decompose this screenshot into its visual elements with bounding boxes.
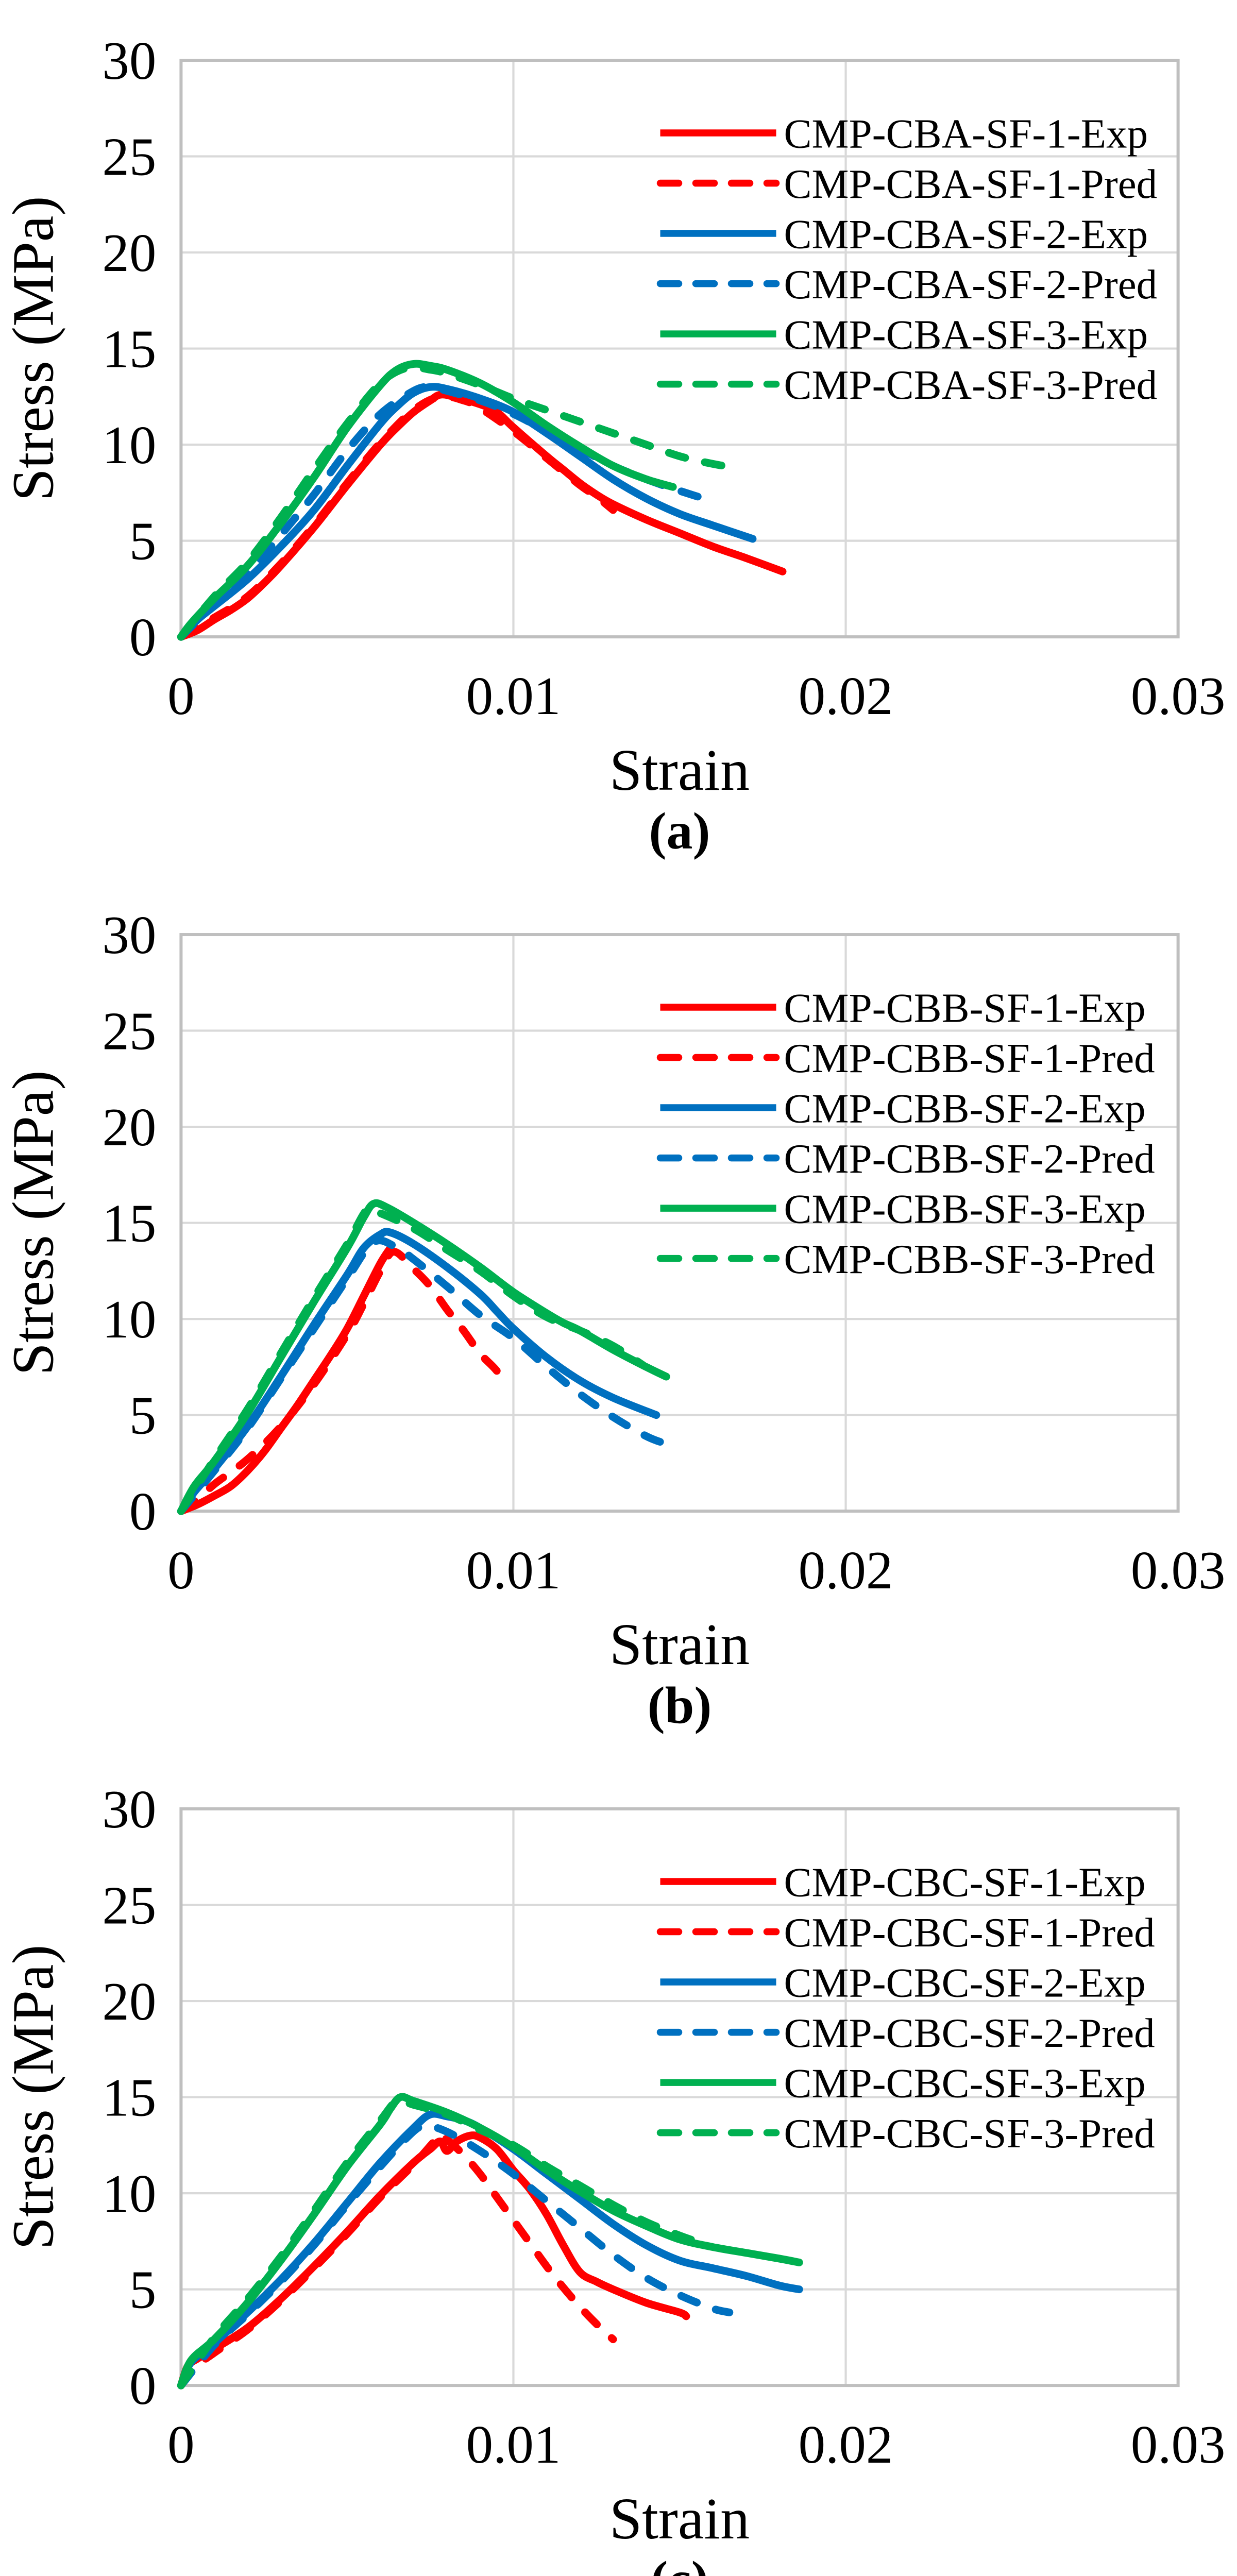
legend-label: CMP-CBA-SF-1-Pred bbox=[784, 161, 1158, 207]
series-line-CMP-CBB-SF-2-Pred bbox=[177, 1236, 670, 1515]
legend-label: CMP-CBA-SF-2-Exp bbox=[784, 211, 1148, 258]
y-tick-label: 25 bbox=[102, 1001, 156, 1061]
panel-caption: (c) bbox=[650, 2551, 708, 2576]
x-tick-label: 0.01 bbox=[466, 2414, 561, 2475]
legend-label: CMP-CBB-SF-2-Pred bbox=[784, 1136, 1155, 1182]
legend-label: CMP-CBB-SF-1-Exp bbox=[784, 985, 1146, 1031]
x-axis-title: Strain bbox=[609, 1612, 750, 1677]
x-tick-label: 0.01 bbox=[466, 666, 561, 726]
series-line-CMP-CBA-SF-3-Exp bbox=[177, 360, 677, 641]
x-tick-label: 0.02 bbox=[799, 1540, 893, 1600]
legend-label: CMP-CBA-SF-3-Exp bbox=[784, 312, 1148, 358]
y-tick-label: 15 bbox=[102, 1193, 156, 1253]
y-tick-label: 15 bbox=[102, 2067, 156, 2128]
plot-border bbox=[179, 933, 1180, 1513]
y-tick-label: 10 bbox=[102, 415, 156, 475]
series-line-CMP-CBC-SF-2-Pred bbox=[177, 2122, 734, 2389]
y-tick-label: 15 bbox=[102, 319, 156, 379]
legend-label: CMP-CBC-SF-2-Exp bbox=[784, 1960, 1146, 2006]
legend-label: CMP-CBA-SF-2-Pred bbox=[784, 261, 1158, 308]
legend-label: CMP-CBC-SF-2-Pred bbox=[784, 2010, 1155, 2056]
x-axis-title: Strain bbox=[609, 737, 750, 803]
y-axis-title: Stress (MPa) bbox=[0, 1071, 65, 1376]
chart-panel-b: 0 5 10 15 20 25 30 0 0.01 0.02 0.03 Strain Stress (M… bbox=[0, 874, 1237, 1749]
y-tick-label: 20 bbox=[102, 1097, 156, 1157]
series-line-CMP-CBA-SF-1-Pred bbox=[177, 392, 617, 641]
legend-label: CMP-CBA-SF-1-Exp bbox=[784, 111, 1148, 157]
y-tick-label: 25 bbox=[102, 1875, 156, 1936]
y-tick-label: 20 bbox=[102, 1971, 156, 2031]
x-tick-label: 0 bbox=[167, 2414, 194, 2475]
y-tick-label: 5 bbox=[129, 1385, 156, 1446]
legend-label: CMP-CBA-SF-3-Pred bbox=[784, 362, 1158, 408]
x-axis-title: Strain bbox=[609, 2486, 750, 2551]
series-line-CMP-CBB-SF-1-Pred bbox=[177, 1248, 511, 1515]
y-tick-label: 25 bbox=[102, 127, 156, 187]
y-tick-label: 0 bbox=[129, 1481, 156, 1541]
series-line-CMP-CBA-SF-3-Pred bbox=[177, 363, 740, 641]
x-tick-label: 0.03 bbox=[1131, 1540, 1226, 1600]
series-line-CMP-CBB-SF-3-Pred bbox=[177, 1204, 647, 1515]
legend-label: CMP-CBC-SF-3-Exp bbox=[784, 2060, 1146, 2107]
y-axis-title: Stress (MPa) bbox=[0, 1945, 65, 2250]
chart-panel-a: 0 5 10 15 20 25 30 0 0.01 0.02 0.03 Strain Stress (M… bbox=[0, 0, 1237, 874]
plot-border bbox=[179, 59, 1180, 639]
x-tick-label: 0.02 bbox=[799, 2414, 893, 2475]
x-tick-label: 0 bbox=[167, 1540, 194, 1600]
y-tick-label: 30 bbox=[102, 905, 156, 965]
y-axis-title: Stress (MPa) bbox=[0, 196, 65, 501]
panel-caption: (b) bbox=[648, 1676, 712, 1735]
chart-svg-a: 0 5 10 15 20 25 30 0 0.01 0.02 0.03 Strain Stress (M… bbox=[0, 30, 1226, 860]
legend-label: CMP-CBB-SF-1-Pred bbox=[784, 1035, 1155, 1081]
legend-label: CMP-CBC-SF-1-Exp bbox=[784, 1859, 1146, 1906]
y-tick-label: 0 bbox=[129, 607, 156, 667]
legend-label: CMP-CBC-SF-3-Pred bbox=[784, 2110, 1155, 2157]
x-tick-label: 0 bbox=[167, 666, 194, 726]
y-tick-label: 10 bbox=[102, 2163, 156, 2224]
y-tick-label: 5 bbox=[129, 2260, 156, 2320]
panel-caption: (a) bbox=[649, 802, 710, 860]
x-tick-label: 0.01 bbox=[466, 1540, 561, 1600]
x-tick-label: 0.03 bbox=[1131, 2414, 1226, 2475]
chart-svg-c: 0 5 10 15 20 25 30 0 0.01 0.02 0.03 Strain Stress (M… bbox=[0, 1779, 1226, 2576]
chart-panel-c: 0 5 10 15 20 25 30 0 0.01 0.02 0.03 Strain Stress (M… bbox=[0, 1749, 1237, 2576]
legend-label: CMP-CBB-SF-3-Pred bbox=[784, 1236, 1155, 1282]
series-line-CMP-CBA-SF-2-Exp bbox=[177, 383, 757, 641]
y-tick-label: 5 bbox=[129, 511, 156, 571]
x-tick-label: 0.03 bbox=[1131, 666, 1226, 726]
legend-label: CMP-CBB-SF-3-Exp bbox=[784, 1186, 1146, 1232]
plot-border bbox=[179, 1807, 1180, 2387]
x-tick-label: 0.02 bbox=[799, 666, 893, 726]
legend-label: CMP-CBC-SF-1-Pred bbox=[784, 1909, 1155, 1956]
y-tick-label: 30 bbox=[102, 30, 156, 91]
y-tick-label: 20 bbox=[102, 223, 156, 283]
y-tick-label: 0 bbox=[129, 2355, 156, 2416]
series-line-CMP-CBC-SF-1-Exp bbox=[177, 2131, 690, 2389]
chart-svg-b: 0 5 10 15 20 25 30 0 0.01 0.02 0.03 Strain Stress (M… bbox=[0, 905, 1226, 1735]
legend-label: CMP-CBB-SF-2-Exp bbox=[784, 1086, 1146, 1132]
series-line-CMP-CBC-SF-3-Pred bbox=[177, 2096, 700, 2389]
y-tick-label: 30 bbox=[102, 1779, 156, 1839]
y-tick-label: 10 bbox=[102, 1289, 156, 1349]
